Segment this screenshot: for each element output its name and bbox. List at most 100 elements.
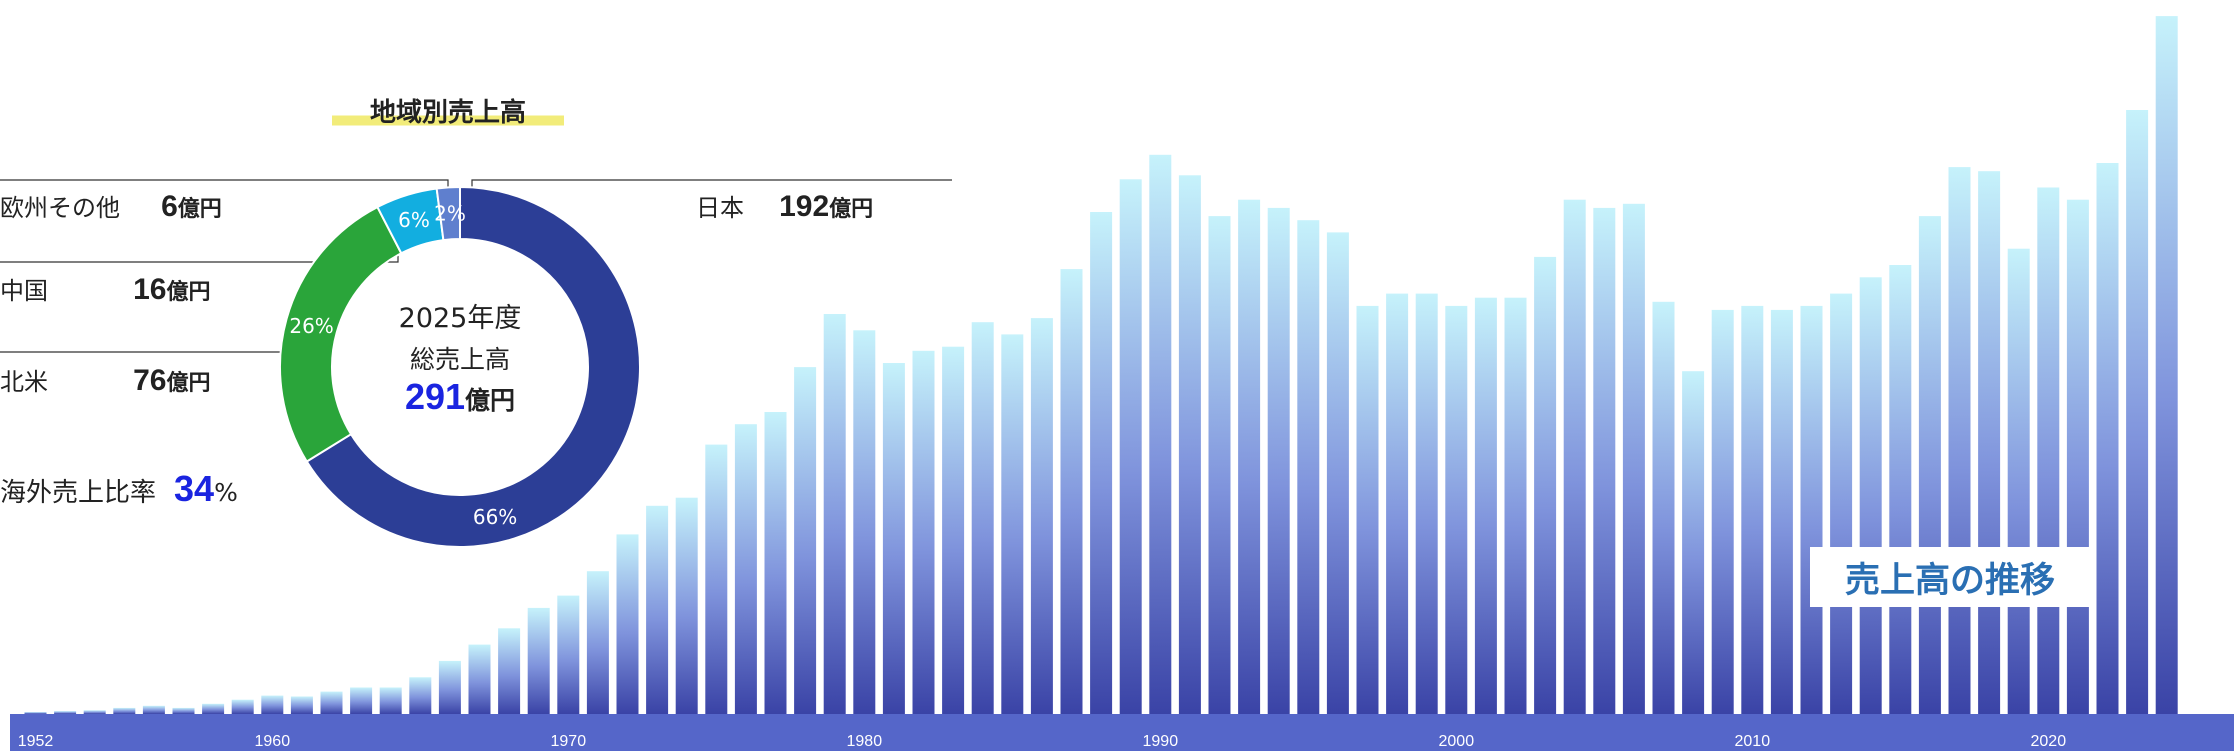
bar-2010: [1741, 305, 1764, 714]
bar-1978: [794, 367, 817, 714]
bar-1960: [261, 695, 284, 714]
bar-1975: [705, 444, 728, 714]
bar-2002: [1504, 297, 1527, 714]
bar-1973: [646, 505, 669, 714]
donut-center-total: 291億円: [360, 376, 560, 418]
bar-1971: [586, 571, 609, 714]
donut-slice-3: [435, 185, 461, 242]
bar-1956: [142, 705, 165, 714]
bar-1983: [942, 346, 965, 714]
bar-1953: [54, 711, 77, 714]
chart-title: 売上高の推移: [1810, 547, 2090, 607]
donut-percent-label: 2%: [434, 201, 466, 225]
region-row-europe: 欧州その他 6億円: [0, 188, 222, 224]
region-unit: 億円: [166, 371, 211, 396]
bar-2019: [2007, 248, 2030, 714]
bar-1965: [409, 677, 432, 714]
region-donut-chart: 66%26%6% 2%: [0, 179, 952, 548]
x-tick-1952: 1952: [17, 733, 54, 750]
bar-1964: [379, 687, 402, 714]
region-value: 16: [133, 273, 167, 306]
bar-1974: [675, 497, 698, 714]
bar-1969: [527, 607, 550, 714]
bar-2014: [1859, 277, 1882, 714]
bar-2018: [1978, 171, 2001, 714]
region-name: 日本: [696, 194, 744, 222]
region-value: 192: [779, 190, 830, 223]
donut-center-caption: 総売上高: [409, 345, 510, 374]
bar-1982: [912, 350, 935, 714]
x-tick-1960: 1960: [254, 733, 291, 750]
bar-1989: [1119, 179, 1142, 715]
bar-1996: [1326, 232, 1349, 714]
region-unit: 億円: [829, 197, 874, 222]
bar-1958: [202, 703, 225, 714]
x-tick-2020: 2020: [2030, 733, 2067, 750]
region-unit: 億円: [166, 280, 211, 305]
bar-1976: [734, 424, 757, 714]
leader-line-3: [0, 328, 319, 353]
bar-1987: [1060, 269, 1083, 714]
donut-slice-0: [305, 185, 641, 548]
bar-1957: [172, 707, 195, 714]
bar-1998: [1386, 293, 1409, 714]
donut-center-year: 2025年度: [398, 303, 522, 334]
bar-2011: [1770, 309, 1793, 714]
bar-1981: [882, 363, 905, 714]
bar-2009: [1711, 309, 1734, 714]
x-tick-2000: 2000: [1438, 733, 1475, 750]
bar-1954: [83, 710, 106, 714]
overseas-ratio-unit: %: [214, 478, 238, 507]
bar-1986: [1030, 318, 1053, 714]
region-row-japan: 日本 192億円: [696, 188, 873, 224]
bar-2024: [2155, 16, 2178, 715]
bar-2001: [1474, 297, 1497, 714]
region-unit: 億円: [177, 197, 222, 222]
bar-2016: [1918, 216, 1941, 714]
bar-1995: [1297, 220, 1320, 714]
bar-1962: [320, 691, 343, 714]
donut-title: 地域別売上高: [332, 92, 564, 130]
bar-2015: [1889, 265, 1912, 714]
bar-2020: [2037, 187, 2060, 714]
bar-1961: [290, 696, 313, 715]
region-row-china: 中国 16億円: [0, 271, 210, 307]
bar-1959: [231, 699, 254, 714]
bar-1984: [971, 322, 994, 714]
bar-1972: [616, 534, 639, 714]
bar-1963: [350, 687, 373, 714]
x-tick-1980: 1980: [846, 733, 883, 750]
overseas-ratio-label: 海外売上比率: [0, 478, 157, 508]
bar-1999: [1415, 293, 1438, 714]
bar-1952: [24, 712, 47, 714]
bar-2008: [1682, 371, 1705, 714]
bar-1955: [113, 707, 136, 714]
bar-2017: [1948, 167, 1971, 715]
bar-1994: [1267, 207, 1290, 714]
bar-1993: [1238, 199, 1261, 714]
total-unit: 億円: [465, 386, 516, 415]
bar-1997: [1356, 305, 1379, 714]
x-tick-2010: 2010: [1734, 733, 1771, 750]
bar-1970: [557, 595, 580, 714]
x-axis-band: [10, 714, 2234, 751]
region-name: 中国: [0, 277, 48, 305]
bar-1991: [1178, 175, 1201, 715]
overseas-ratio: 海外売上比率 34%: [0, 468, 238, 510]
bar-2003: [1534, 256, 1557, 714]
bar-1988: [1090, 212, 1113, 714]
bar-1979: [823, 314, 846, 714]
bar-2022: [2096, 163, 2119, 714]
bar-1992: [1208, 216, 1231, 714]
region-name: 欧州その他: [0, 194, 120, 222]
region-value: 6: [161, 190, 178, 223]
bar-2005: [1593, 207, 1616, 714]
bar-1967: [468, 644, 491, 714]
region-name: 北米: [0, 368, 48, 396]
bar-2021: [2066, 199, 2089, 714]
total-value: 291: [404, 376, 466, 417]
donut-percent-label: 26%: [289, 314, 333, 338]
bar-2012: [1800, 305, 1823, 714]
bar-1966: [438, 660, 461, 714]
